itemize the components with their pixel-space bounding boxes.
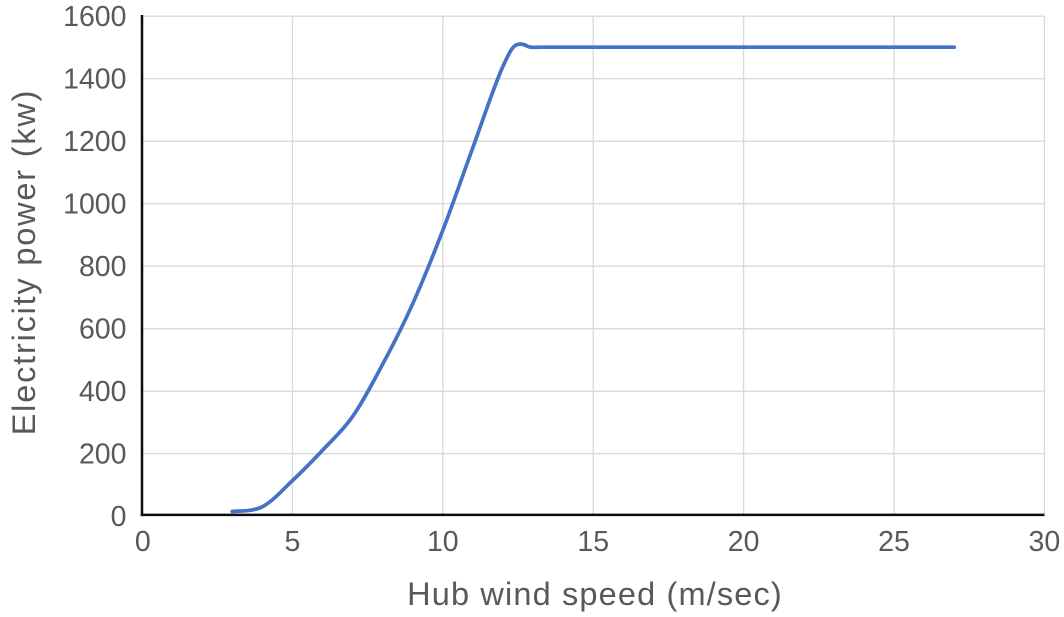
- svg-text:Hub wind speed (m/sec): Hub wind speed (m/sec): [407, 576, 783, 612]
- svg-text:0: 0: [111, 501, 127, 533]
- svg-text:Electricity power (kw): Electricity power (kw): [6, 89, 42, 436]
- svg-text:30: 30: [1029, 526, 1061, 558]
- svg-text:1000: 1000: [63, 189, 126, 221]
- svg-text:200: 200: [79, 439, 127, 471]
- svg-text:1200: 1200: [63, 126, 126, 158]
- svg-text:0: 0: [135, 526, 151, 558]
- svg-text:1600: 1600: [63, 1, 126, 33]
- svg-text:800: 800: [79, 251, 127, 283]
- svg-text:1400: 1400: [63, 64, 126, 96]
- svg-text:15: 15: [577, 526, 609, 558]
- svg-text:5: 5: [284, 526, 300, 558]
- svg-text:25: 25: [878, 526, 910, 558]
- svg-text:20: 20: [728, 526, 760, 558]
- svg-text:400: 400: [79, 376, 127, 408]
- svg-text:600: 600: [79, 314, 127, 346]
- svg-text:10: 10: [427, 526, 459, 558]
